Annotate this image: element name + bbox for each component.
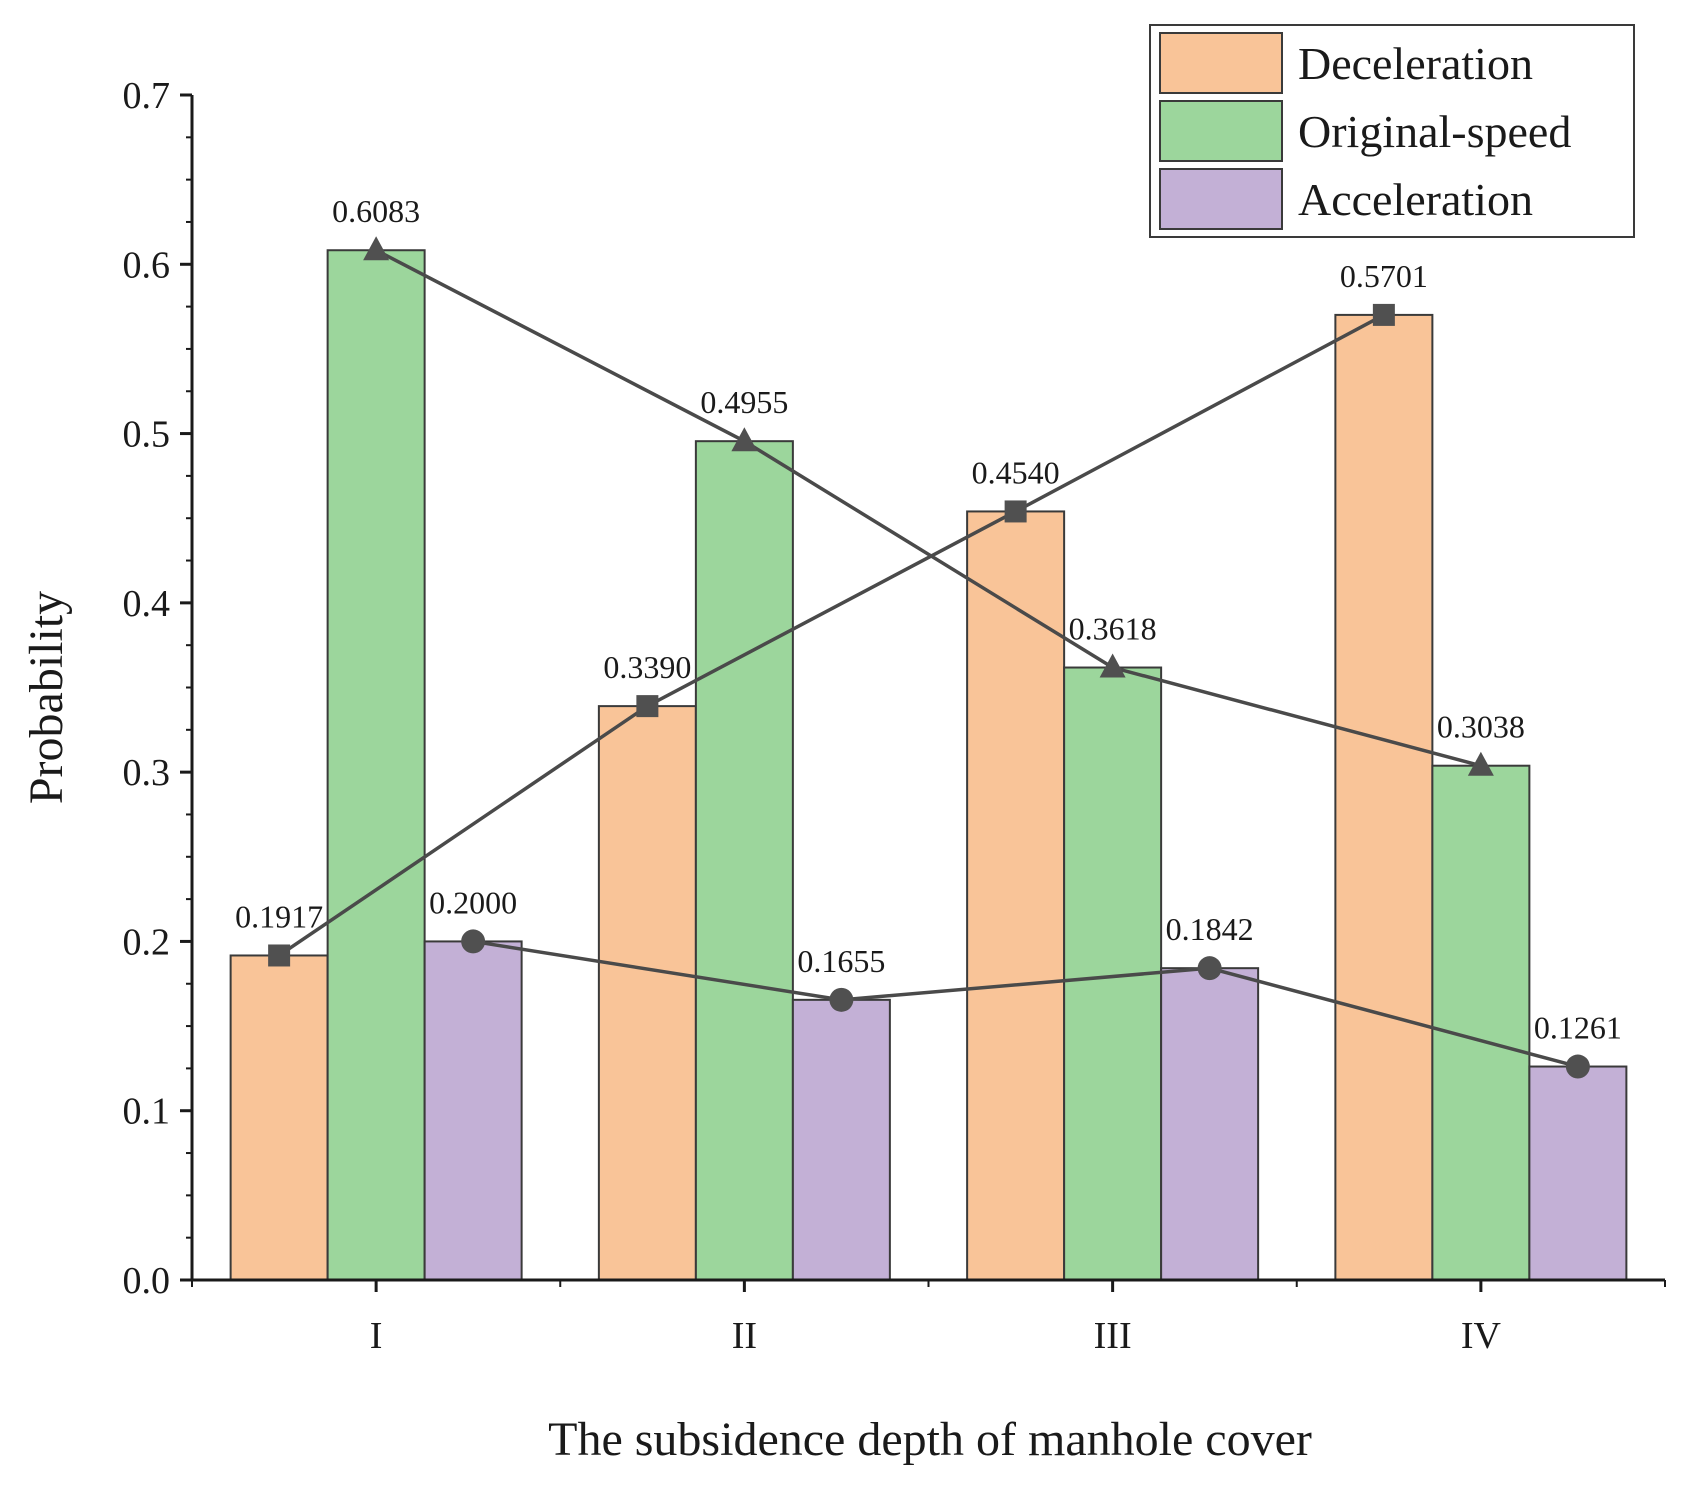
x-axis-title: The subsidence depth of manhole cover (548, 1413, 1312, 1466)
marker-deceleration-i (268, 944, 291, 967)
legend: Deceleration Original-speed Acceleration (1149, 24, 1635, 238)
y-ticks-group: 0.0 0.1 0.2 0.3 0.4 0.5 0.6 0.7 (123, 75, 192, 1302)
marker-original-speed-i (363, 236, 390, 261)
legend-swatch-acceleration (1159, 168, 1283, 230)
marker-original-speed-iii (1099, 653, 1126, 678)
data-label-deceleration-ii: 0.3390 (603, 649, 691, 685)
y-tick-label: 0.3 (123, 752, 171, 794)
marker-original-speed-iv (1467, 751, 1494, 776)
data-label-original-speed-i: 0.6083 (332, 193, 420, 229)
data-label-original-speed-iv: 0.3038 (1437, 709, 1525, 745)
bar-deceleration-iii (966, 510, 1066, 1281)
bar-original-speed-iv (1431, 764, 1531, 1281)
x-ticks-group: I II III IV (191, 1280, 1666, 1357)
y-tick-label: 0.2 (123, 921, 171, 963)
y-tick-label: 0.1 (123, 1091, 171, 1133)
legend-label-acceleration: Acceleration (1298, 174, 1533, 225)
data-label-original-speed-iii: 0.3618 (1069, 611, 1157, 647)
bar-deceleration-i (229, 954, 329, 1282)
line-deceleration (278, 313, 1385, 957)
data-label-deceleration-iv: 0.5701 (1340, 258, 1428, 294)
bars-group (229, 249, 1628, 1282)
series-lines-group (278, 248, 1579, 1069)
data-label-acceleration-iv: 0.1261 (1534, 1010, 1622, 1046)
bar-acceleration-ii (791, 998, 891, 1281)
marker-acceleration-iv (1565, 1054, 1590, 1079)
data-label-original-speed-ii: 0.4955 (700, 384, 788, 420)
marker-deceleration-ii (636, 695, 659, 718)
markers-group (268, 236, 1590, 1079)
data-label-acceleration-i: 0.2000 (429, 884, 517, 920)
data-label-acceleration-iii: 0.1842 (1166, 911, 1254, 947)
data-labels-group: 0.1917 0.3390 0.4540 0.5701 0.6083 0.4955 0.36… (235, 193, 1622, 1045)
bar-original-speed-ii (694, 440, 794, 1282)
bar-original-speed-i (326, 249, 426, 1282)
line-acceleration (472, 939, 1579, 1069)
bar-deceleration-ii (597, 705, 697, 1281)
x-tick-label: IV (1461, 1315, 1502, 1357)
y-tick-label: 0.7 (123, 75, 171, 117)
bar-acceleration-i (423, 940, 523, 1282)
bar-acceleration-iii (1160, 967, 1260, 1281)
marker-original-speed-ii (731, 427, 758, 452)
y-tick-label: 0.0 (123, 1260, 171, 1302)
y-tick-label: 0.4 (123, 583, 171, 625)
marker-deceleration-iv (1372, 303, 1395, 326)
line-original-speed (375, 248, 1482, 768)
y-tick-label: 0.5 (123, 414, 171, 456)
data-label-deceleration-iii: 0.4540 (972, 454, 1060, 490)
legend-label-original-speed: Original-speed (1298, 106, 1571, 157)
bar-acceleration-iv (1528, 1065, 1628, 1282)
marker-acceleration-i (461, 929, 486, 954)
marker-acceleration-iii (1197, 956, 1222, 981)
x-tick-label: II (732, 1315, 757, 1357)
legend-label-deceleration: Deceleration (1298, 38, 1533, 89)
data-label-deceleration-i: 0.1917 (235, 898, 323, 934)
bar-deceleration-iv (1334, 313, 1434, 1281)
y-tick-label: 0.6 (123, 244, 171, 286)
data-label-acceleration-ii: 0.1655 (797, 943, 885, 979)
x-tick-label: I (370, 1315, 383, 1357)
marker-acceleration-ii (829, 987, 854, 1012)
legend-swatch-original-speed (1159, 100, 1283, 162)
marker-deceleration-iii (1004, 500, 1027, 523)
x-tick-label: III (1094, 1315, 1132, 1357)
y-axis-title: Probability (20, 591, 73, 804)
legend-swatch-deceleration (1159, 32, 1283, 94)
